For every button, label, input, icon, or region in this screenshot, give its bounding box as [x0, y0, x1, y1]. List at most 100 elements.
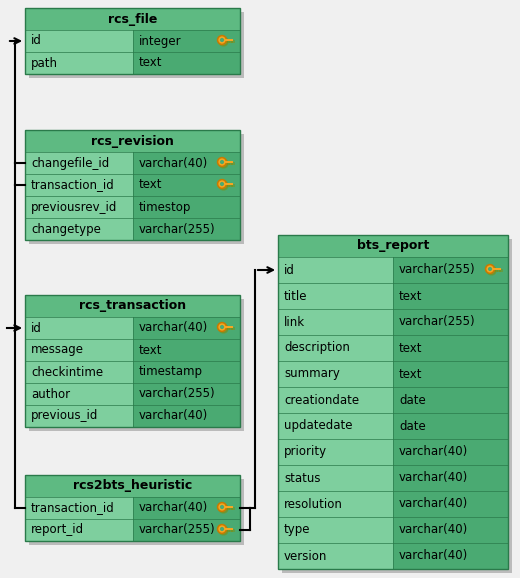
Circle shape: [219, 181, 228, 190]
Text: text: text: [399, 368, 422, 380]
Bar: [25, 8, 240, 30]
Bar: [393, 465, 508, 491]
Text: id: id: [284, 264, 295, 276]
Text: changefile_id: changefile_id: [31, 157, 109, 169]
Bar: [25, 8, 240, 74]
Bar: [393, 387, 508, 413]
Text: text: text: [399, 290, 422, 302]
Bar: [231, 328, 232, 330]
Circle shape: [219, 159, 228, 168]
Bar: [393, 283, 508, 309]
Circle shape: [219, 324, 225, 330]
Bar: [25, 339, 133, 361]
Bar: [497, 270, 498, 272]
Text: timestamp: timestamp: [138, 365, 202, 379]
Circle shape: [489, 268, 491, 271]
Bar: [225, 325, 233, 328]
Text: bts_report: bts_report: [357, 239, 429, 253]
Circle shape: [219, 526, 225, 532]
Bar: [29, 299, 244, 431]
Bar: [133, 152, 240, 174]
Bar: [231, 529, 232, 532]
Circle shape: [220, 325, 224, 328]
Bar: [278, 413, 393, 439]
Bar: [278, 335, 393, 361]
Bar: [25, 52, 133, 74]
Text: summary: summary: [284, 368, 340, 380]
Text: description: description: [284, 342, 350, 354]
Circle shape: [217, 157, 227, 166]
Bar: [393, 517, 508, 543]
Bar: [278, 517, 393, 543]
Bar: [227, 183, 229, 186]
Bar: [393, 413, 508, 439]
Bar: [227, 528, 229, 531]
Bar: [278, 439, 393, 465]
Bar: [278, 491, 393, 517]
Bar: [225, 183, 233, 186]
Text: report_id: report_id: [31, 524, 84, 536]
Bar: [133, 30, 240, 52]
Text: updatedate: updatedate: [284, 420, 353, 432]
Text: transaction_id: transaction_id: [31, 502, 115, 514]
Bar: [493, 268, 501, 270]
Bar: [225, 528, 233, 530]
Bar: [499, 270, 501, 272]
Text: varchar(40): varchar(40): [399, 472, 468, 484]
Bar: [278, 543, 393, 569]
Text: path: path: [31, 57, 58, 69]
Text: changetype: changetype: [31, 223, 101, 235]
Bar: [498, 268, 499, 271]
Bar: [226, 184, 235, 187]
Bar: [229, 161, 231, 164]
Bar: [25, 295, 240, 427]
Bar: [225, 39, 233, 42]
Text: varchar(40): varchar(40): [138, 502, 208, 514]
Bar: [25, 295, 240, 317]
Text: id: id: [31, 35, 42, 47]
Circle shape: [219, 504, 228, 513]
Bar: [393, 309, 508, 335]
Text: resolution: resolution: [284, 498, 343, 510]
Bar: [25, 130, 240, 152]
Bar: [498, 269, 499, 270]
Circle shape: [487, 266, 493, 272]
Bar: [25, 519, 133, 541]
Text: transaction_id: transaction_id: [31, 179, 115, 191]
Bar: [133, 339, 240, 361]
Circle shape: [219, 324, 228, 333]
Bar: [133, 519, 240, 541]
Circle shape: [220, 161, 224, 164]
Bar: [278, 465, 393, 491]
Bar: [25, 196, 133, 218]
Bar: [495, 268, 497, 271]
Text: date: date: [399, 420, 426, 432]
Bar: [226, 162, 235, 165]
Bar: [133, 218, 240, 240]
Text: author: author: [31, 387, 70, 401]
Bar: [227, 326, 229, 328]
Circle shape: [487, 266, 496, 275]
Text: rcs_file: rcs_file: [108, 13, 157, 25]
Text: text: text: [138, 57, 162, 69]
Bar: [231, 162, 232, 165]
Bar: [133, 317, 240, 339]
Bar: [133, 383, 240, 405]
Text: id: id: [31, 321, 42, 335]
Bar: [225, 183, 233, 185]
Bar: [278, 387, 393, 413]
Bar: [225, 506, 233, 509]
Bar: [229, 328, 230, 330]
Bar: [225, 506, 233, 508]
Bar: [226, 40, 235, 43]
Text: title: title: [284, 290, 307, 302]
Text: varchar(40): varchar(40): [138, 409, 208, 423]
Circle shape: [220, 528, 224, 531]
Text: rcs2bts_heuristic: rcs2bts_heuristic: [73, 480, 192, 492]
Bar: [133, 497, 240, 519]
Bar: [278, 309, 393, 335]
Text: varchar(255): varchar(255): [138, 387, 215, 401]
Circle shape: [219, 37, 225, 43]
Circle shape: [217, 323, 227, 332]
Bar: [226, 507, 235, 510]
